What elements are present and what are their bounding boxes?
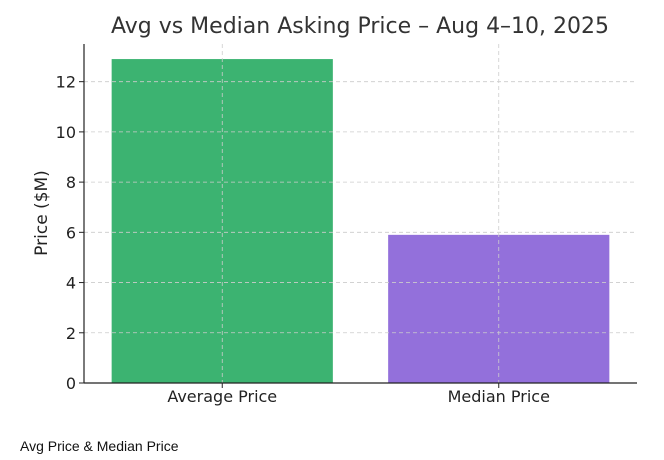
grid [84,44,637,383]
x-tick-label: Median Price [448,387,550,406]
x-tick-label: Average Price [167,387,277,406]
x-ticks: Average Price Median Price [167,383,550,406]
bar-median-price [388,234,610,383]
y-tick-label: 12 [56,73,76,92]
y-tick-label: 8 [66,173,76,192]
bars [111,59,610,384]
chart-caption: Avg Price & Median Price [20,438,179,454]
y-tick-label: 2 [66,324,76,343]
y-axis-label: Price ($M) [32,170,52,256]
y-tick-label: 6 [66,223,76,242]
y-tick-label: 4 [66,274,76,293]
y-tick-label: 10 [56,123,76,142]
chart-title: Avg vs Median Asking Price – Aug 4–10, 2… [111,14,609,39]
y-ticks: 0 2 4 6 8 10 12 [56,73,84,393]
axes [83,44,637,384]
y-tick-label: 0 [66,374,76,393]
bar-chart: Avg vs Median Asking Price – Aug 4–10, 2… [32,14,637,406]
